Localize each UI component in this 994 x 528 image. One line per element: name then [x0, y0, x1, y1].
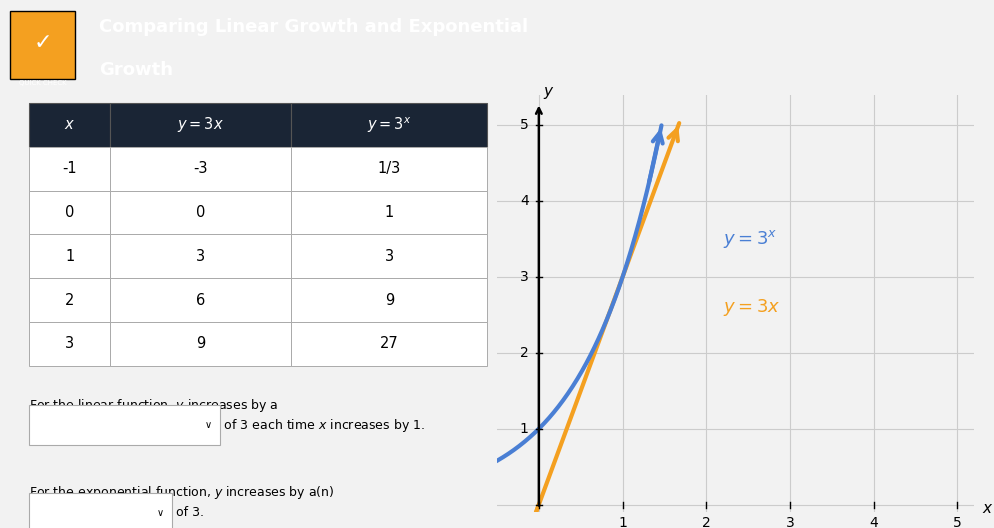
- Text: 0: 0: [65, 205, 75, 220]
- Text: 1/3: 1/3: [378, 161, 401, 176]
- Text: $y = 3x$: $y = 3x$: [723, 297, 780, 318]
- Text: 0: 0: [196, 205, 206, 220]
- Text: $y$: $y$: [543, 85, 555, 101]
- Text: 5: 5: [953, 516, 962, 528]
- Text: 3: 3: [785, 516, 794, 528]
- Text: 3: 3: [385, 249, 394, 264]
- Text: QUICK CHECK: QUICK CHECK: [19, 80, 67, 86]
- Text: $\mathit{y}=3^x$: $\mathit{y}=3^x$: [367, 115, 412, 135]
- Text: $\mathit{x}$: $\mathit{x}$: [64, 117, 76, 133]
- Text: 2: 2: [702, 516, 711, 528]
- Bar: [291, 147, 487, 191]
- Text: 5: 5: [520, 118, 529, 133]
- Text: ∨: ∨: [205, 420, 212, 430]
- Bar: [110, 234, 291, 278]
- Bar: [291, 234, 487, 278]
- Text: 4: 4: [520, 194, 529, 208]
- Text: 3: 3: [196, 249, 206, 264]
- Text: of 3 each time $x$ increases by 1.: of 3 each time $x$ increases by 1.: [220, 417, 424, 433]
- Text: 9: 9: [196, 336, 206, 352]
- Text: 2: 2: [65, 293, 75, 308]
- Text: Growth: Growth: [99, 61, 173, 79]
- Bar: [29, 191, 110, 234]
- FancyBboxPatch shape: [10, 11, 75, 79]
- Text: 3: 3: [520, 270, 529, 284]
- Bar: [110, 147, 291, 191]
- Bar: [29, 322, 110, 366]
- Text: 1: 1: [520, 422, 529, 436]
- Text: $x$: $x$: [982, 501, 994, 516]
- Text: 1: 1: [385, 205, 394, 220]
- Bar: [29, 234, 110, 278]
- Bar: [29, 406, 220, 445]
- Text: Comparing Linear Growth and Exponential: Comparing Linear Growth and Exponential: [99, 18, 529, 36]
- Text: 27: 27: [380, 336, 399, 352]
- Bar: [29, 278, 110, 322]
- Text: of 3.: of 3.: [172, 506, 204, 519]
- Bar: [110, 191, 291, 234]
- Bar: [291, 322, 487, 366]
- Bar: [110, 278, 291, 322]
- Text: $\mathit{y}=3x$: $\mathit{y}=3x$: [177, 115, 225, 134]
- Text: -1: -1: [63, 161, 77, 176]
- Text: 2: 2: [520, 346, 529, 360]
- Text: $y = 3^x$: $y = 3^x$: [723, 228, 777, 250]
- Bar: [110, 103, 291, 147]
- Text: 3: 3: [65, 336, 75, 352]
- Bar: [110, 322, 291, 366]
- Text: ✓: ✓: [34, 33, 52, 53]
- Bar: [291, 191, 487, 234]
- Text: 1: 1: [618, 516, 627, 528]
- Text: -3: -3: [194, 161, 208, 176]
- Text: 9: 9: [385, 293, 394, 308]
- Text: For the exponential function, $y$ increases by a(n): For the exponential function, $y$ increa…: [29, 484, 335, 501]
- Bar: [291, 103, 487, 147]
- Bar: [29, 147, 110, 191]
- Text: ∨: ∨: [157, 507, 164, 517]
- Text: 1: 1: [65, 249, 75, 264]
- Bar: [29, 103, 110, 147]
- Text: 4: 4: [870, 516, 878, 528]
- Text: For the linear function, $y$ increases by a: For the linear function, $y$ increases b…: [29, 397, 278, 413]
- Bar: [29, 493, 172, 528]
- Bar: [291, 278, 487, 322]
- Text: 6: 6: [196, 293, 206, 308]
